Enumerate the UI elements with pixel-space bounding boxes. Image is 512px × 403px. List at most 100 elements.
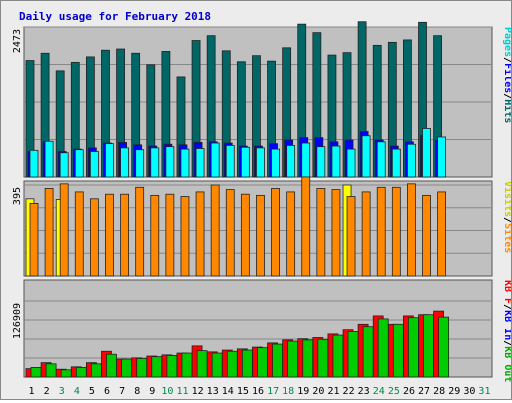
- x-tick-label: 11: [176, 386, 188, 397]
- bar-sites-day-6: [105, 193, 114, 277]
- bar-sites-day-18: [286, 191, 296, 277]
- x-tick-label: 26: [403, 386, 415, 397]
- bar-sites-day-7: [120, 193, 129, 277]
- x-tick-label: 30: [463, 386, 475, 397]
- bar-kb-out-day-4: [75, 367, 87, 378]
- x-tick-label: 18: [282, 386, 294, 397]
- bar-sites-day-17: [271, 188, 280, 277]
- bar-pages-day-25: [391, 148, 401, 178]
- bar-kb-out-day-22: [347, 331, 359, 378]
- bar-kb-out-day-25: [392, 323, 404, 378]
- bar-sites-day-22: [346, 196, 356, 277]
- legend-entry: Files: [502, 63, 511, 93]
- bar-pages-day-7: [120, 147, 129, 178]
- bar-sites-day-20: [316, 188, 326, 277]
- panel-visits-legend: Visits/Sites: [502, 181, 511, 253]
- bar-pages-day-5: [89, 151, 99, 178]
- x-tick-label: 9: [149, 386, 155, 397]
- bar-kb-out-day-16: [257, 347, 268, 378]
- bar-sites-day-28: [437, 191, 447, 277]
- bar-pages-day-22: [346, 148, 356, 178]
- x-tick-label: 17: [267, 386, 279, 397]
- bar-pages-day-9: [150, 147, 160, 178]
- bar-pages-day-15: [240, 146, 250, 178]
- x-tick-label: 3: [59, 386, 65, 397]
- bar-kb-out-day-6: [106, 353, 117, 378]
- legend-entry: Sites: [502, 223, 511, 253]
- bar-pages-day-10: [165, 146, 175, 178]
- bar-sites-day-4: [74, 191, 84, 277]
- panel-hits-ytick-label: 2473: [12, 29, 23, 53]
- legend-entry: /: [502, 340, 511, 346]
- x-tick-label: 19: [297, 386, 309, 397]
- bar-sites-day-23: [361, 191, 371, 277]
- x-tick-label: 20: [312, 386, 324, 397]
- bar-sites-day-14: [225, 189, 235, 277]
- x-tick-label: 14: [222, 386, 234, 397]
- bar-pages-day-8: [135, 149, 145, 178]
- legend-entry: /: [502, 57, 511, 63]
- bar-pages-day-13: [210, 142, 220, 178]
- legend-entry: /: [502, 304, 511, 310]
- panel-visits: 395: [12, 176, 493, 277]
- bar-kb-out-day-24: [377, 318, 389, 378]
- bar-pages-day-21: [331, 145, 341, 178]
- bar-kb-out-day-18: [287, 340, 299, 378]
- legend-entry: Pages: [502, 27, 511, 57]
- bar-kb-out-day-12: [196, 350, 208, 378]
- bar-kb-out-day-19: [302, 339, 314, 378]
- bar-kb-out-day-14: [226, 350, 238, 378]
- x-tick-label: 28: [433, 386, 445, 397]
- bar-sites-day-11: [180, 196, 190, 277]
- bar-sites-day-3: [59, 183, 69, 277]
- x-tick-label: 21: [327, 386, 339, 397]
- legend-entry: /: [502, 93, 511, 99]
- bar-pages-day-18: [286, 145, 296, 178]
- panel-hits-legend: Pages/Files/Hits: [502, 27, 511, 123]
- bar-sites-day-8: [135, 186, 145, 277]
- x-tick-label: 7: [119, 386, 125, 397]
- x-tick-label: 15: [237, 386, 249, 397]
- x-tick-label: 6: [104, 386, 110, 397]
- bar-sites-day-13: [210, 184, 220, 277]
- x-tick-label: 13: [207, 386, 219, 397]
- bar-pages-day-26: [407, 143, 416, 178]
- x-tick-label: 2: [44, 386, 50, 397]
- bar-pages-day-12: [195, 148, 205, 178]
- bar-sites-day-24: [376, 186, 386, 277]
- bar-sites-day-2: [44, 188, 54, 277]
- bar-sites-day-27: [422, 194, 431, 277]
- x-tick-label: 8: [134, 386, 140, 397]
- bar-sites-day-5: [89, 198, 99, 277]
- bar-pages-day-16: [256, 147, 265, 178]
- bar-pages-day-11: [180, 148, 190, 178]
- legend-entry: KB Out: [502, 346, 511, 382]
- bar-sites-day-16: [256, 194, 265, 277]
- x-tick-label: 22: [343, 386, 355, 397]
- bar-sites-day-1: [29, 203, 39, 277]
- bar-pages-day-17: [271, 148, 280, 178]
- x-tick-label: 27: [418, 386, 430, 397]
- bar-kb-out-day-5: [90, 363, 102, 378]
- x-tick-label: 31: [478, 386, 490, 397]
- x-tick-label: 10: [161, 386, 173, 397]
- bar-pages-day-19: [301, 142, 311, 178]
- bar-sites-day-21: [331, 189, 341, 277]
- legend-entry: KB F: [502, 280, 511, 304]
- panel-kbytes-legend: KB F/KB In/KB Out: [502, 280, 511, 382]
- x-tick-label: 24: [373, 386, 385, 397]
- bar-kb-out-day-15: [241, 349, 253, 378]
- bar-kb-out-day-3: [60, 369, 72, 378]
- panel-kbytes-ytick-label: 126909: [12, 303, 23, 339]
- bar-pages-day-28: [437, 136, 447, 178]
- bar-kb-out-day-2: [45, 363, 57, 378]
- bar-sites-day-12: [195, 191, 205, 277]
- x-tick-label: 12: [192, 386, 204, 397]
- bar-sites-day-15: [240, 193, 250, 277]
- legend-entry: KB In: [502, 310, 511, 340]
- bar-kb-out-day-8: [136, 358, 148, 378]
- legend-entry: /: [502, 217, 511, 223]
- bar-kb-out-day-26: [408, 317, 419, 378]
- bar-pages-day-23: [361, 135, 371, 178]
